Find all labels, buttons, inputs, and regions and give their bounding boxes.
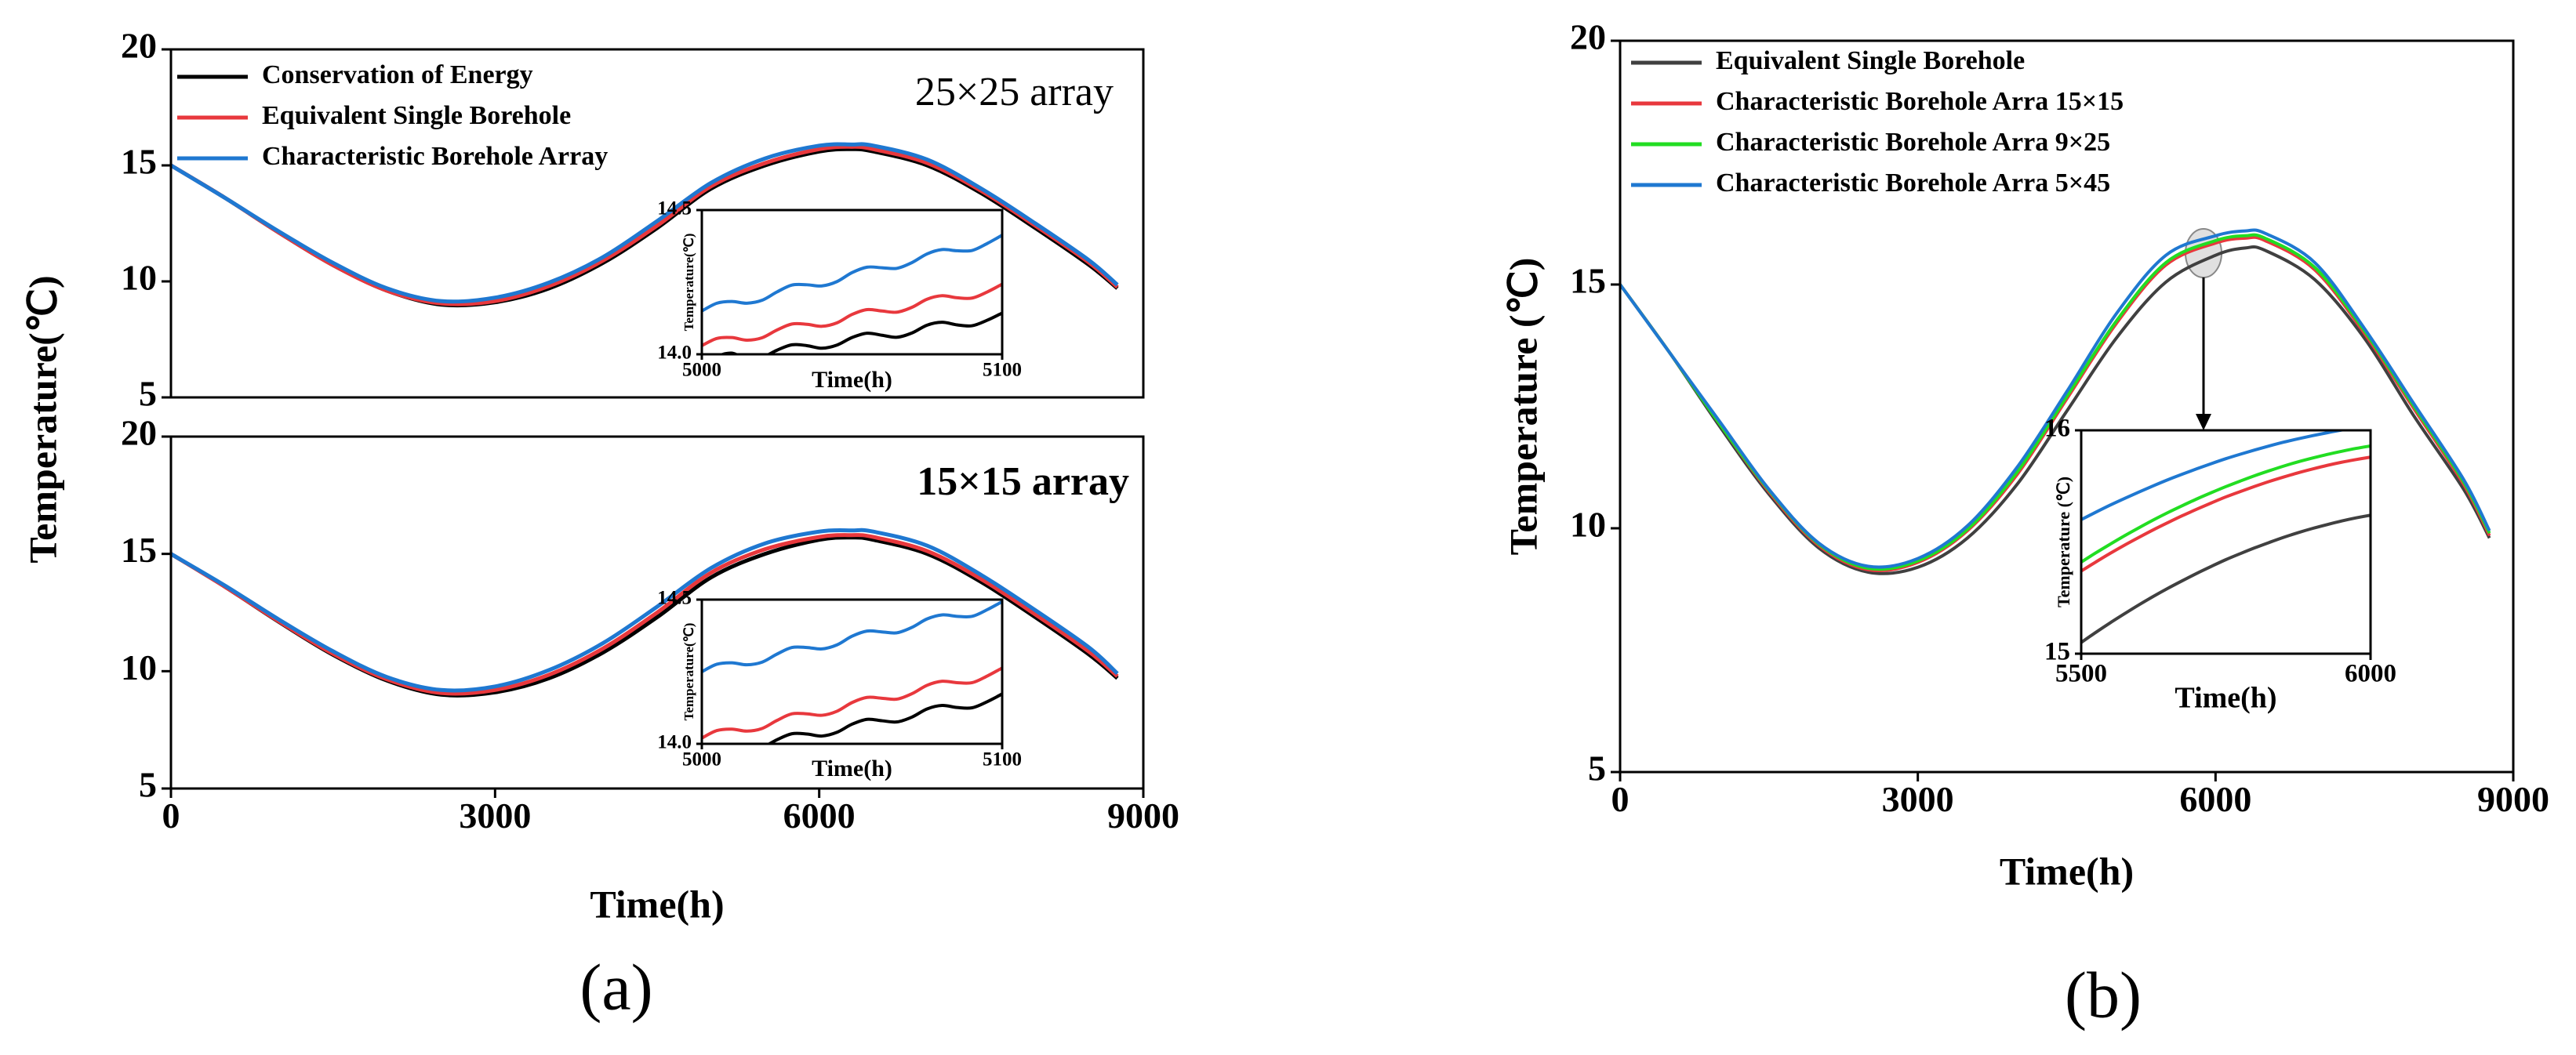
y-axis-label: Temperature(℃) xyxy=(681,234,696,332)
y-axis-label: Temperature (℃) xyxy=(2054,477,2073,607)
y-axis-label: Temperature(℃) xyxy=(20,275,64,563)
series-line xyxy=(766,692,1002,744)
series-line xyxy=(171,142,1119,304)
axes-frame xyxy=(1619,39,2515,774)
panel-label: (a) xyxy=(580,951,652,1024)
series-line xyxy=(702,600,1002,673)
y-tick-label: 5 xyxy=(1588,749,1606,789)
series-line xyxy=(702,282,1002,347)
x-tick-label: 5000 xyxy=(682,360,721,381)
annotation: 15×15 array xyxy=(917,459,1129,504)
series-line xyxy=(2081,455,2371,573)
legend-label: Characteristic Borehole Arra 9×25 xyxy=(1716,128,2110,157)
axes-frame xyxy=(169,435,1145,790)
y-tick-label: 10 xyxy=(1570,505,1606,545)
series-line xyxy=(171,533,1119,696)
series-line xyxy=(2081,513,2371,644)
x-tick-label: 0 xyxy=(162,796,180,836)
x-tick-label: 5000 xyxy=(682,749,721,770)
y-tick-label: 20 xyxy=(121,26,157,66)
x-tick-label: 3000 xyxy=(1882,779,1954,819)
x-axis-label: Time(h) xyxy=(812,367,892,393)
series-line xyxy=(171,144,1119,306)
y-tick-label: 14.5 xyxy=(657,588,692,609)
axes-frame xyxy=(700,208,1004,356)
y-tick-label: 10 xyxy=(121,258,157,298)
x-axis-label: Time(h) xyxy=(590,882,724,926)
zoom-arrowhead xyxy=(2196,414,2211,430)
x-axis-label: Time(h) xyxy=(2000,849,2134,893)
series-line xyxy=(702,666,1002,740)
inset-background xyxy=(702,600,1002,744)
y-axis-label: Temperature (℃) xyxy=(1501,258,1545,556)
axes-frame xyxy=(2080,429,2372,655)
series-line xyxy=(2081,430,2351,521)
legend-label: Characteristic Borehole Arra 15×15 xyxy=(1716,87,2124,116)
y-tick-label: 15 xyxy=(1570,261,1606,301)
x-tick-label: 6000 xyxy=(2345,659,2396,687)
x-tick-label: 5500 xyxy=(2055,659,2107,687)
y-tick-label: 10 xyxy=(121,647,157,687)
y-tick-label: 15 xyxy=(121,530,157,570)
axes-frame xyxy=(169,48,1145,399)
x-tick-label: 6000 xyxy=(783,796,856,836)
x-tick-label: 5100 xyxy=(983,360,1022,381)
x-axis-label: Time(h) xyxy=(812,756,892,781)
y-tick-label: 20 xyxy=(1570,17,1606,57)
annotation: 25×25 array xyxy=(915,70,1114,114)
y-tick-label: 15 xyxy=(2044,638,2070,666)
panel-label: (b) xyxy=(2065,959,2142,1031)
y-tick-label: 5 xyxy=(139,765,157,805)
legend-label: Equivalent Single Borehole xyxy=(262,101,571,130)
x-tick-label: 3000 xyxy=(459,796,531,836)
y-tick-label: 16 xyxy=(2044,415,2070,443)
y-tick-label: 14.0 xyxy=(657,343,692,364)
series-line xyxy=(171,528,1119,693)
y-tick-label: 14.5 xyxy=(657,198,692,219)
legend-label: Characteristic Borehole Arra 5×45 xyxy=(1716,169,2110,198)
x-tick-label: 6000 xyxy=(2179,779,2251,819)
y-tick-label: 15 xyxy=(121,142,157,182)
x-tick-label: 9000 xyxy=(1107,796,1179,836)
series-line xyxy=(2081,444,2371,564)
series-line xyxy=(1620,228,2491,569)
y-tick-label: 5 xyxy=(139,374,157,414)
y-axis-label: Temperature(℃) xyxy=(681,623,696,721)
x-tick-label: 0 xyxy=(1611,779,1630,819)
series-line xyxy=(718,311,1002,354)
legend-label: Characteristic Borehole Array xyxy=(262,142,608,171)
x-tick-label: 5100 xyxy=(983,749,1022,770)
legend-label: Equivalent Single Borehole xyxy=(1716,46,2025,75)
y-tick-label: 20 xyxy=(121,413,157,453)
axes-frame xyxy=(700,598,1004,745)
inset-background xyxy=(702,210,1002,354)
x-tick-label: 9000 xyxy=(2477,779,2549,819)
legend-label: Conservation of Energy xyxy=(262,60,533,89)
series-line xyxy=(702,234,1002,313)
x-axis-label: Time(h) xyxy=(2175,682,2276,715)
y-tick-label: 14.0 xyxy=(657,732,692,753)
